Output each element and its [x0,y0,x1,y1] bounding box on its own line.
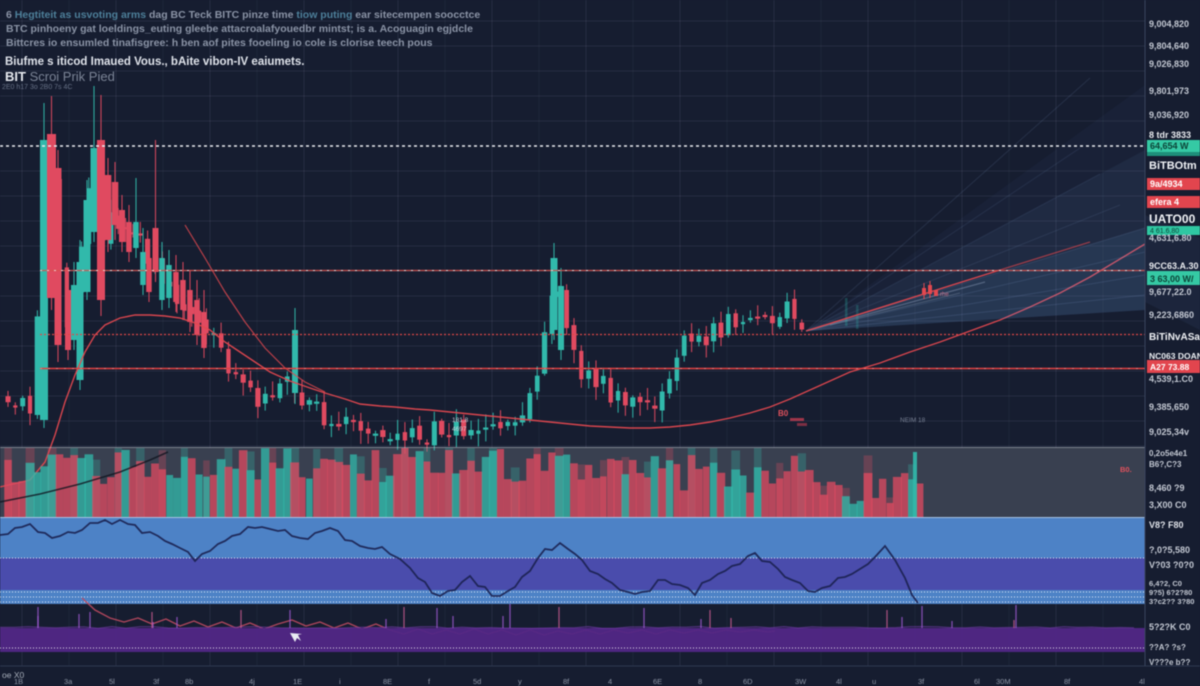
svg-text:BiTBOtm: BiTBOtm [1149,160,1197,172]
svg-text:9,223,6860: 9,223,6860 [1149,310,1194,320]
svg-text:4697: 4697 [452,426,467,433]
svg-text:9,804,640: 9,804,640 [1149,41,1189,51]
svg-text:6 Hegtiteit as usvoting arms: 6 Hegtiteit as usvoting arms dag BC Teck… [6,9,480,21]
svg-text:1E: 1E [293,677,302,686]
svg-text:Biufme s iticod Imaued Vous.,: Biufme s iticod Imaued Vous., bAite vibo… [5,56,304,68]
svg-text:8,460 ?9: 8,460 ?9 [1149,483,1185,493]
svg-text:NC063 DOAN: NC063 DOAN [1149,351,1200,361]
svg-text:oe X0: oe X0 [2,670,24,680]
svg-text:1B: 1B [14,677,23,686]
svg-text:64,654 W: 64,654 W [1150,141,1189,151]
svg-text:NEIM 18: NEIM 18 [900,417,926,424]
svg-text:4,631,6.80: 4,631,6.80 [1149,233,1192,243]
svg-text:6E: 6E [653,677,662,686]
svg-text:3 63,00 W/: 3 63,00 W/ [1150,274,1194,284]
svg-text:3W: 3W [795,677,807,686]
svg-text:3f: 3f [153,677,160,686]
svg-text:9,036,920: 9,036,920 [1149,110,1189,120]
svg-text:8E: 8E [383,677,392,686]
svg-text:BIT Scroi Prik Pied: BIT Scroi Prik Pied [5,69,115,84]
svg-text:0,2o5e4e1: 0,2o5e4e1 [1149,449,1188,458]
svg-text:f: f [428,677,431,686]
svg-text:6D: 6D [743,677,753,686]
svg-text:u: u [872,677,876,686]
svg-text:8 tdr 3833: 8 tdr 3833 [1149,130,1191,140]
svg-text:B6?,C?3: B6?,C?3 [1149,460,1182,469]
svg-text:y: y [518,677,522,686]
svg-text:9CC63.A.30: 9CC63.A.30 [1149,261,1199,271]
svg-text:9,677,22.0: 9,677,22.0 [1149,287,1192,297]
svg-text:4 61.6,80: 4 61.6,80 [1150,228,1179,235]
svg-text:4l: 4l [1139,677,1145,686]
svg-text:B0: B0 [778,409,789,418]
svg-text:3?c2?? 3?80: 3?c2?? 3?80 [1149,597,1194,606]
svg-text:8f: 8f [563,677,570,686]
svg-text:9,385,650: 9,385,650 [1149,402,1189,412]
svg-text:V?03 ?0?0: V?03 ?0?0 [1149,560,1194,570]
svg-text:3a: 3a [64,677,73,686]
svg-text:Bittcres io ensumled tinafisgr: Bittcres io ensumled tinafisgree: h ben … [6,37,433,49]
svg-text:9?5) 6?2?80: 9?5) 6?2?80 [1149,588,1192,597]
svg-text:9,004,820: 9,004,820 [1149,19,1189,29]
svg-text:8b: 8b [185,677,193,686]
svg-text:6l: 6l [974,677,980,686]
svg-text:9a/4934: 9a/4934 [1150,179,1183,189]
svg-text:rhe: rhe [940,292,949,298]
svg-text:5l: 5l [109,677,115,686]
svg-text:3f: 3f [918,677,925,686]
svg-text:3,X00 C0: 3,X00 C0 [1149,500,1187,510]
svg-text:4j: 4j [249,677,255,686]
svg-text:V8? F80: V8? F80 [1149,520,1184,530]
svg-text:UATO00: UATO00 [1149,212,1196,226]
svg-text:6,4?2, C0: 6,4?2, C0 [1149,579,1182,588]
svg-text:4l: 4l [836,677,842,686]
svg-text:5d: 5d [473,677,481,686]
svg-text:??A? ?s?: ??A? ?s? [1149,643,1186,652]
svg-text:B0.: B0. [1120,465,1132,474]
svg-text:BiTiNvASaL: BiTiNvASaL [1149,332,1200,343]
svg-text:A27 73.88: A27 73.88 [1150,362,1189,372]
svg-text:9,025,34v: 9,025,34v [1149,427,1189,437]
svg-text:4: 4 [608,677,612,686]
svg-text:V???e b??: V???e b?? [1149,658,1190,667]
svg-text:181,8: 181,8 [452,417,469,424]
svg-text:i: i [339,677,341,686]
svg-text:2E0 h17 3o 2B0 7s 4C: 2E0 h17 3o 2B0 7s 4C [2,84,72,91]
svg-text:30M: 30M [996,677,1011,686]
svg-text:5?2?K C0: 5?2?K C0 [1149,622,1191,632]
svg-text:8f: 8f [1064,677,1071,686]
svg-text:9,801,973: 9,801,973 [1149,86,1189,96]
svg-text:9,026,830: 9,026,830 [1149,59,1189,69]
svg-text:efera 4: efera 4 [1150,197,1179,207]
svg-text:4,539,1.C0: 4,539,1.C0 [1149,374,1193,384]
svg-text:BTC pinhoeny gat loeldings_eut: BTC pinhoeny gat loeldings_euting gleebe… [6,23,473,35]
svg-text:?,0?5,580: ?,0?5,580 [1149,545,1190,555]
svg-text:8: 8 [698,677,702,686]
